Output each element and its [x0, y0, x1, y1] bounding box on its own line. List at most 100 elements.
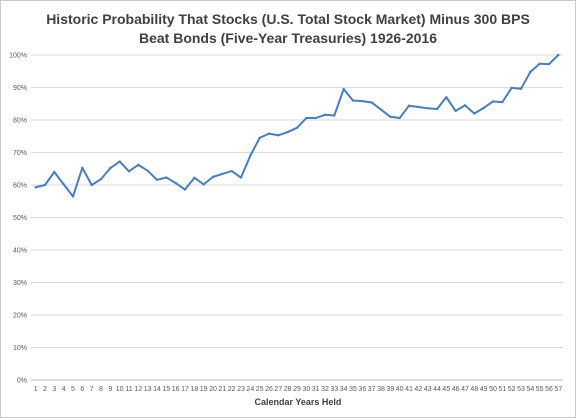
data-point	[435, 107, 439, 111]
data-point	[43, 183, 47, 187]
x-tick-label: 10	[116, 386, 124, 393]
data-point	[389, 115, 392, 118]
data-point	[34, 186, 37, 189]
x-tick-label: 52	[508, 386, 516, 393]
data-point	[183, 188, 187, 191]
data-point	[529, 70, 532, 74]
x-tick-label: 36	[358, 386, 366, 393]
series-line	[34, 54, 560, 198]
x-tick-label: 41	[405, 386, 413, 393]
y-axis-ticks: 0% 10% 20% 30% 40% 50% 60% 70% 80% 90% 100%	[9, 53, 27, 385]
data-point	[323, 113, 327, 117]
x-tick-label: 2	[43, 386, 47, 393]
x-tick-label: 3	[52, 386, 56, 393]
chart-title-line-1: Historic Probability That Stocks (U.S. T…	[46, 11, 530, 27]
data-point	[342, 87, 345, 91]
data-point	[538, 62, 541, 65]
data-point	[202, 183, 205, 186]
x-tick-label: 51	[498, 386, 506, 393]
x-tick-label: 38	[377, 386, 385, 393]
x-tick-label: 39	[386, 386, 394, 393]
x-tick-label: 26	[265, 386, 273, 393]
x-tick-label: 27	[274, 386, 282, 393]
x-tick-label: 47	[461, 386, 469, 393]
data-point	[501, 100, 504, 104]
data-point	[351, 99, 355, 102]
x-tick-label: 22	[228, 386, 236, 393]
data-point	[333, 114, 336, 117]
data-point	[370, 101, 373, 104]
x-tick-label: 1	[34, 386, 38, 393]
data-point	[71, 195, 75, 198]
data-point	[463, 104, 467, 107]
x-tick-label: 9	[108, 386, 112, 393]
x-tick-label: 23	[237, 386, 245, 393]
data-point	[361, 99, 364, 103]
x-tick-label: 21	[218, 386, 226, 393]
data-point	[557, 53, 560, 57]
data-point	[445, 96, 448, 99]
x-tick-label: 53	[517, 386, 525, 393]
data-point	[407, 104, 411, 107]
data-point	[305, 116, 308, 120]
data-point	[314, 116, 317, 120]
x-tick-label: 44	[433, 386, 441, 393]
x-tick-label: 11	[125, 386, 132, 393]
x-tick-label: 12	[134, 386, 142, 393]
x-tick-label: 15	[162, 386, 170, 393]
x-tick-label: 5	[71, 386, 75, 393]
data-point	[258, 136, 261, 140]
x-tick-label: 19	[200, 386, 208, 393]
data-point	[81, 166, 84, 169]
data-point	[491, 100, 495, 103]
x-tick-label: 28	[284, 386, 292, 393]
data-point	[379, 108, 383, 111]
data-point	[295, 126, 299, 129]
series-layer	[34, 53, 560, 198]
x-tick-label: 49	[480, 386, 488, 393]
y-tick-label: 50%	[13, 215, 27, 222]
x-tick-label: 42	[414, 386, 422, 393]
data-point	[230, 169, 233, 173]
data-point	[53, 170, 56, 174]
data-point	[482, 106, 485, 110]
data-point	[519, 87, 523, 91]
x-tick-label: 48	[470, 386, 478, 393]
x-tick-label: 40	[396, 386, 404, 393]
x-tick-label: 31	[312, 386, 320, 393]
y-tick-label: 90%	[13, 85, 27, 92]
x-tick-label: 7	[90, 386, 94, 393]
data-point	[547, 62, 551, 66]
x-tick-label: 18	[190, 386, 198, 393]
x-tick-label: 8	[99, 386, 103, 393]
y-tick-label: 0%	[17, 378, 27, 385]
data-point	[286, 130, 289, 134]
y-tick-label: 30%	[13, 280, 27, 287]
data-point	[127, 170, 131, 173]
data-point	[267, 132, 271, 135]
x-tick-label: 45	[442, 386, 450, 393]
data-point	[109, 166, 112, 170]
y-tick-label: 70%	[13, 150, 27, 157]
y-tick-label: 100%	[9, 53, 27, 60]
data-point	[454, 109, 457, 113]
data-point	[193, 176, 196, 180]
data-point	[146, 169, 149, 172]
x-tick-label: 6	[80, 386, 84, 393]
data-point	[118, 160, 121, 163]
y-tick-label: 80%	[13, 118, 27, 125]
data-point	[62, 183, 65, 186]
y-tick-label: 20%	[13, 313, 27, 320]
x-tick-label: 4	[62, 386, 66, 393]
x-tick-label: 14	[153, 386, 161, 393]
data-point	[221, 172, 224, 176]
x-tick-label: 29	[293, 386, 301, 393]
x-tick-label: 43	[424, 386, 432, 393]
gridlines	[31, 54, 563, 381]
x-tick-label: 46	[452, 386, 460, 393]
data-point	[473, 112, 476, 115]
x-tick-label: 20	[209, 386, 217, 393]
data-point	[99, 177, 103, 181]
data-point	[277, 134, 280, 137]
